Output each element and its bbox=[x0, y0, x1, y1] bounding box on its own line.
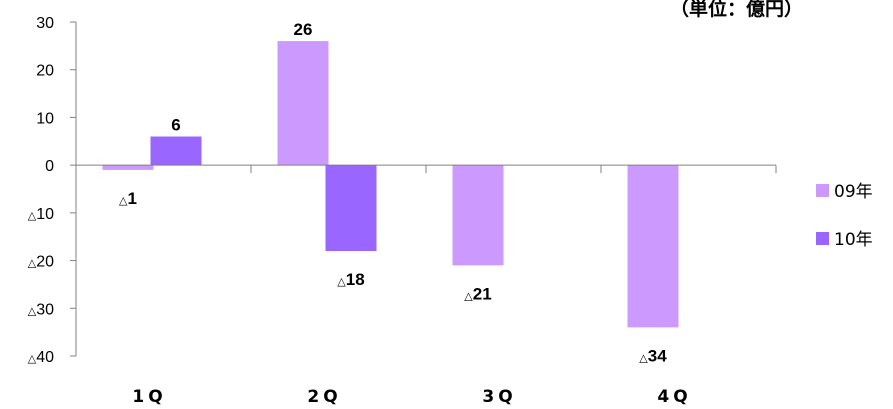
unit-label: （単位：億円） bbox=[669, 0, 803, 20]
y-tick-label: 30 bbox=[36, 15, 54, 32]
legend-swatch-09年 bbox=[816, 184, 829, 197]
y-tick-label: △20 bbox=[28, 254, 54, 271]
bar-10年-1Q bbox=[150, 136, 202, 166]
y-tick-label: 20 bbox=[36, 63, 54, 80]
y-tick-label: △30 bbox=[28, 301, 54, 318]
legend-label-10年: 10年 bbox=[834, 230, 873, 250]
legend-label-09年: 09年 bbox=[834, 182, 873, 202]
data-label-09年-4Q: △34 bbox=[639, 346, 667, 365]
data-label-09年-1Q: △1 bbox=[119, 189, 137, 208]
data-label-10年-1Q: 6 bbox=[171, 116, 180, 135]
data-label-10年-2Q: △18 bbox=[337, 270, 364, 289]
category-label-4Q: 4Q bbox=[657, 387, 691, 407]
category-label-1Q: 1Q bbox=[132, 387, 166, 407]
category-label-2Q: 2Q bbox=[307, 387, 341, 407]
y-tick-label: 0 bbox=[45, 158, 54, 175]
data-label-09年-2Q: 26 bbox=[294, 20, 313, 39]
bar-09年-4Q bbox=[627, 165, 679, 328]
legend-swatch-10年 bbox=[816, 232, 829, 245]
y-tick-label: △10 bbox=[28, 206, 54, 223]
data-label-09年-3Q: △21 bbox=[464, 284, 491, 303]
bar-09年-1Q bbox=[102, 165, 154, 170]
bar-09年-2Q bbox=[277, 41, 329, 166]
bar-09年-3Q bbox=[452, 165, 504, 266]
bar-10年-2Q bbox=[325, 165, 377, 252]
category-label-3Q: 3Q bbox=[482, 387, 516, 407]
y-tick-label: △40 bbox=[28, 349, 54, 366]
y-tick-label: 10 bbox=[36, 110, 54, 127]
